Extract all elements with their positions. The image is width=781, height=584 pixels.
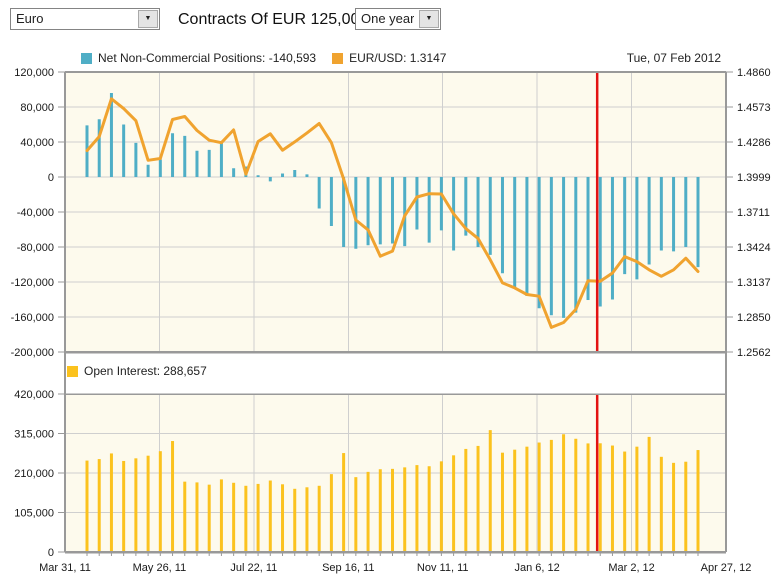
svg-text:40,000: 40,000 <box>20 137 54 149</box>
svg-text:Sep 16, 11: Sep 16, 11 <box>322 562 374 574</box>
svg-text:80,000: 80,000 <box>20 102 54 114</box>
currency-select-value: Euro <box>16 11 44 26</box>
svg-text:May 26, 11: May 26, 11 <box>133 562 187 574</box>
svg-text:420,000: 420,000 <box>14 389 54 401</box>
svg-text:-160,000: -160,000 <box>11 312 54 324</box>
net-positions-legend-label: Net Non-Commercial Positions: -140,593 <box>98 51 317 65</box>
svg-text:1.3137: 1.3137 <box>737 277 771 289</box>
eurusd-legend-label: EUR/USD: 1.3147 <box>349 51 447 65</box>
svg-text:105,000: 105,000 <box>14 508 54 520</box>
currency-select[interactable]: Euro ▼ <box>10 8 160 30</box>
svg-text:1.4286: 1.4286 <box>737 137 771 149</box>
open-interest-legend-label: Open Interest: 288,657 <box>84 364 207 378</box>
chevron-down-icon[interactable]: ▼ <box>138 10 158 28</box>
svg-text:1.3424: 1.3424 <box>737 242 771 254</box>
svg-text:Nov 11, 11: Nov 11, 11 <box>417 562 469 574</box>
svg-text:Jan 6, 12: Jan 6, 12 <box>515 562 560 574</box>
svg-text:315,000: 315,000 <box>14 429 54 441</box>
net-positions-bars <box>85 93 700 318</box>
svg-text:-40,000: -40,000 <box>17 207 54 219</box>
page-title: Contracts Of EUR 125,000 <box>178 11 369 28</box>
svg-text:-120,000: -120,000 <box>11 277 54 289</box>
svg-text:120,000: 120,000 <box>14 67 54 79</box>
toolbar: Euro ▼ Contracts Of EUR 125,000 One year… <box>0 0 781 44</box>
open-interest-swatch-icon <box>67 365 78 377</box>
svg-text:1.4860: 1.4860 <box>737 67 771 79</box>
svg-text:Mar 2, 12: Mar 2, 12 <box>608 562 654 574</box>
axis-labels: 120,000 80,000 40,000 0 -40,000 -80,000 -120,0… <box>11 67 771 574</box>
svg-text:-80,000: -80,000 <box>17 242 54 254</box>
svg-text:Mar 31, 11: Mar 31, 11 <box>39 562 91 574</box>
eurusd-swatch-icon <box>332 52 344 64</box>
range-select-value: One year <box>361 11 415 26</box>
svg-text:0: 0 <box>48 172 54 184</box>
top-legend: Net Non-Commercial Positions: -140,593 E… <box>81 51 446 65</box>
plot-borders <box>64 71 727 554</box>
chevron-down-icon[interactable]: ▼ <box>419 10 439 28</box>
open-interest-bars <box>85 430 700 552</box>
date-label: Tue, 07 Feb 2012 <box>626 51 721 65</box>
svg-text:1.2562: 1.2562 <box>737 347 771 359</box>
net-positions-swatch-icon <box>81 52 92 64</box>
svg-text:Jul 22, 11: Jul 22, 11 <box>230 562 277 574</box>
range-select[interactable]: One year ▼ <box>355 8 441 30</box>
svg-text:0: 0 <box>48 547 54 559</box>
svg-text:1.3999: 1.3999 <box>737 172 771 184</box>
bottom-legend: Open Interest: 288,657 <box>67 364 207 378</box>
svg-text:1.3711: 1.3711 <box>737 207 770 219</box>
svg-text:1.2850: 1.2850 <box>737 312 771 324</box>
svg-text:Apr 27, 12: Apr 27, 12 <box>701 562 752 574</box>
svg-text:210,000: 210,000 <box>14 468 54 480</box>
svg-text:1.4573: 1.4573 <box>737 102 771 114</box>
svg-text:-200,000: -200,000 <box>11 347 54 359</box>
